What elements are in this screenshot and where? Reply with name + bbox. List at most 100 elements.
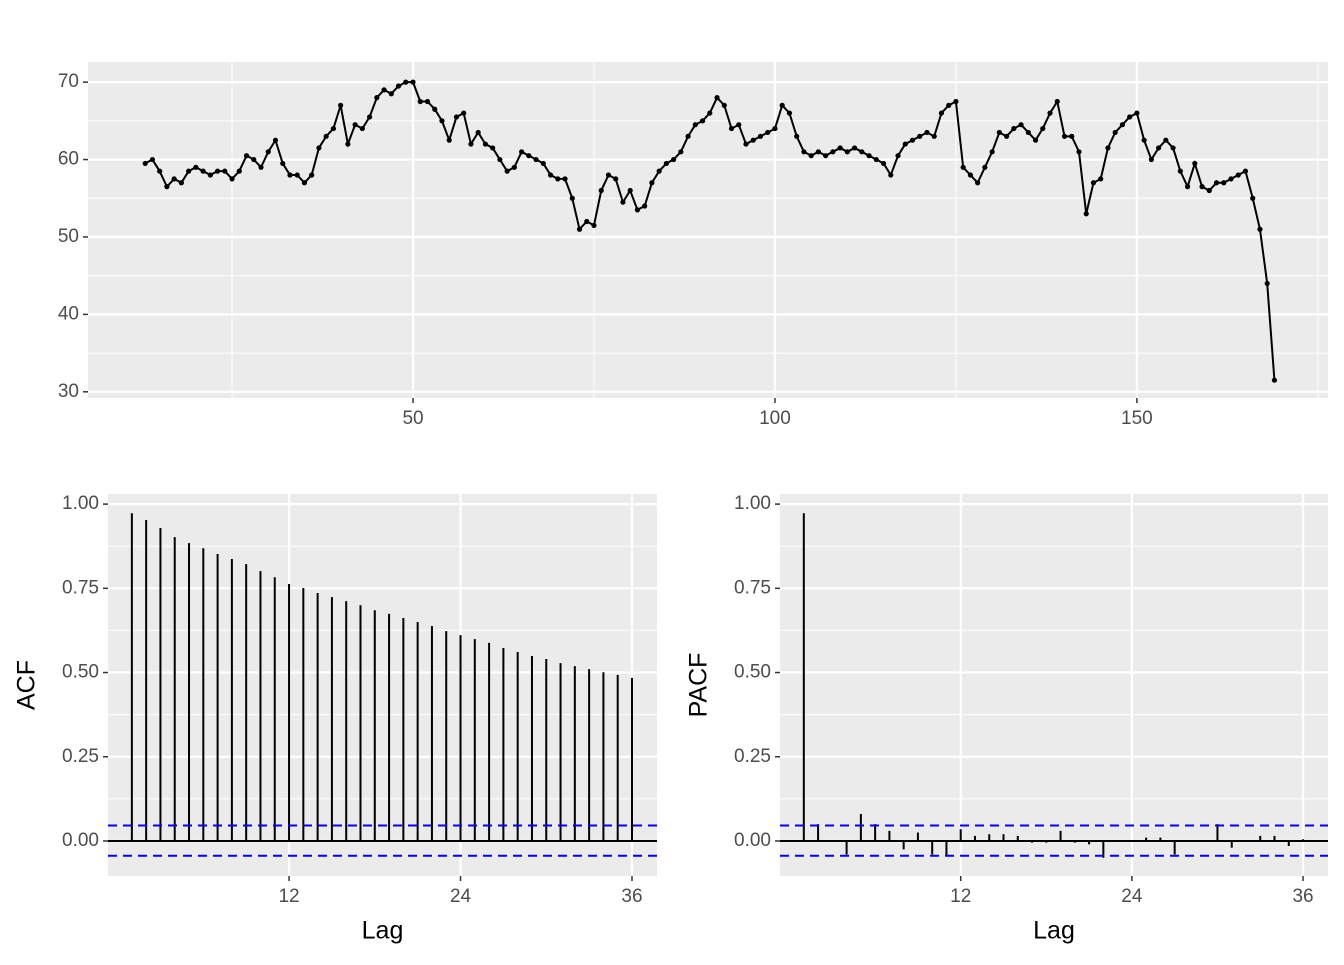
point bbox=[598, 187, 604, 194]
point bbox=[547, 172, 554, 178]
point bbox=[446, 137, 452, 143]
point bbox=[453, 114, 460, 120]
point bbox=[1235, 172, 1241, 178]
y-tick-label: 70 bbox=[58, 71, 79, 92]
point bbox=[432, 106, 438, 112]
point bbox=[519, 149, 525, 155]
point bbox=[309, 172, 315, 178]
point bbox=[504, 168, 510, 174]
point bbox=[808, 153, 814, 159]
y-tick-label: 0.75 bbox=[62, 577, 99, 598]
x-tick-label: 24 bbox=[1121, 886, 1143, 907]
point bbox=[200, 168, 206, 174]
point bbox=[1250, 195, 1256, 201]
point bbox=[823, 153, 829, 159]
point bbox=[851, 145, 858, 151]
point bbox=[366, 114, 373, 120]
point bbox=[1206, 187, 1212, 194]
point bbox=[779, 102, 785, 108]
point bbox=[750, 137, 756, 143]
point bbox=[345, 141, 351, 147]
point bbox=[620, 199, 626, 205]
point bbox=[671, 156, 677, 163]
point bbox=[164, 184, 170, 190]
point bbox=[1221, 180, 1227, 186]
point bbox=[967, 172, 974, 178]
point bbox=[772, 125, 778, 132]
point bbox=[1105, 145, 1111, 151]
point bbox=[178, 180, 184, 186]
point bbox=[468, 141, 474, 147]
point bbox=[815, 149, 821, 155]
point bbox=[642, 203, 648, 209]
point bbox=[765, 129, 771, 136]
point bbox=[902, 141, 908, 147]
point bbox=[569, 195, 575, 201]
point bbox=[1003, 133, 1010, 139]
y-tick-label: 50 bbox=[58, 226, 79, 247]
point bbox=[294, 172, 300, 178]
point bbox=[1156, 145, 1162, 151]
point bbox=[1213, 180, 1220, 186]
point bbox=[403, 79, 409, 85]
y-tick-label: 30 bbox=[58, 381, 79, 402]
point bbox=[1069, 133, 1075, 139]
point bbox=[236, 168, 242, 174]
point bbox=[982, 164, 988, 170]
x-tick-label: 12 bbox=[278, 886, 299, 907]
point bbox=[301, 180, 308, 186]
point bbox=[678, 149, 684, 155]
y-tick-label: 0.50 bbox=[734, 662, 771, 683]
point bbox=[989, 149, 995, 155]
point bbox=[1271, 377, 1278, 383]
point bbox=[222, 168, 228, 174]
point bbox=[837, 145, 843, 151]
point bbox=[1257, 226, 1263, 232]
point bbox=[584, 218, 590, 225]
point bbox=[692, 122, 698, 128]
point bbox=[265, 149, 271, 155]
point bbox=[909, 137, 916, 143]
point bbox=[801, 149, 807, 155]
point bbox=[917, 133, 923, 139]
x-tick-label: 150 bbox=[1121, 408, 1153, 429]
point bbox=[251, 156, 257, 163]
point bbox=[193, 164, 199, 170]
point bbox=[424, 98, 431, 105]
point bbox=[374, 95, 380, 101]
y-tick-label: 0.00 bbox=[734, 830, 771, 851]
point bbox=[880, 160, 887, 167]
point bbox=[490, 145, 496, 151]
point bbox=[946, 102, 952, 108]
point bbox=[1090, 180, 1097, 186]
point bbox=[634, 207, 641, 213]
point bbox=[728, 125, 735, 132]
point bbox=[1134, 110, 1140, 116]
x-tick-label: 36 bbox=[1292, 886, 1313, 907]
point bbox=[1141, 137, 1147, 143]
point bbox=[439, 118, 445, 124]
y-tick-label: 0.25 bbox=[734, 746, 771, 767]
point bbox=[649, 180, 655, 186]
point bbox=[707, 110, 713, 116]
point bbox=[388, 91, 394, 97]
point bbox=[1076, 149, 1082, 155]
point bbox=[844, 149, 850, 155]
point bbox=[229, 176, 235, 182]
point bbox=[859, 149, 865, 155]
point bbox=[1032, 137, 1039, 143]
point bbox=[1264, 280, 1270, 287]
point bbox=[1025, 129, 1031, 136]
x-axis-title: Lag bbox=[1033, 917, 1075, 945]
point bbox=[714, 95, 720, 101]
point bbox=[475, 129, 481, 136]
point bbox=[931, 133, 937, 139]
point bbox=[330, 125, 336, 132]
point bbox=[757, 133, 764, 139]
point bbox=[736, 122, 742, 128]
point bbox=[605, 172, 612, 178]
point bbox=[576, 226, 583, 232]
point bbox=[482, 141, 489, 147]
point bbox=[149, 156, 156, 163]
point bbox=[1228, 176, 1234, 182]
